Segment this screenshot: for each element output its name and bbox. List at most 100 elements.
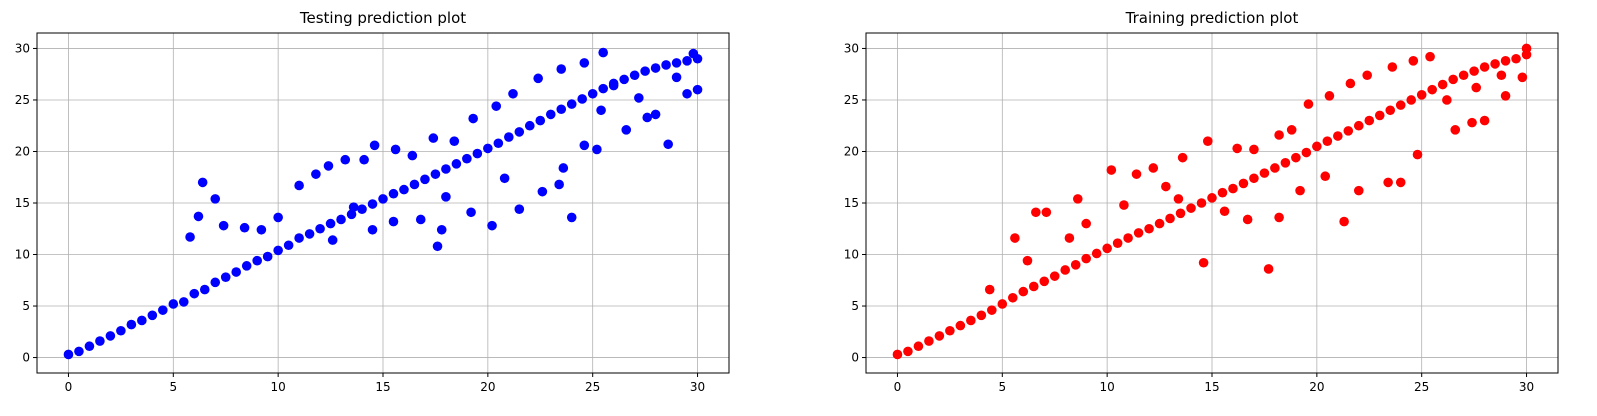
data-point bbox=[1010, 233, 1020, 243]
data-point bbox=[1324, 91, 1335, 101]
data-point bbox=[493, 138, 504, 149]
data-point bbox=[441, 192, 451, 202]
data-point bbox=[1091, 248, 1102, 259]
data-point bbox=[1106, 165, 1117, 175]
data-point bbox=[1177, 152, 1188, 163]
data-point bbox=[1479, 62, 1490, 72]
data-point bbox=[231, 267, 242, 277]
y-tick-label: 5 bbox=[22, 299, 30, 313]
data-point bbox=[147, 310, 158, 321]
y-tick-label: 0 bbox=[851, 351, 859, 365]
data-point bbox=[436, 224, 447, 235]
y-tick-label: 20 bbox=[15, 144, 30, 158]
data-point bbox=[1274, 212, 1284, 223]
data-point bbox=[252, 255, 262, 266]
y-tick-label: 30 bbox=[844, 41, 859, 55]
data-point bbox=[1339, 216, 1349, 227]
data-point bbox=[1343, 126, 1354, 136]
data-point bbox=[545, 109, 556, 120]
x-tick-label: 5 bbox=[998, 380, 1006, 394]
data-point bbox=[1479, 115, 1490, 126]
data-point bbox=[650, 63, 661, 73]
data-point bbox=[1007, 292, 1018, 303]
data-point bbox=[924, 336, 934, 346]
data-point bbox=[1186, 203, 1196, 213]
data-point bbox=[913, 341, 924, 352]
x-tick-label: 5 bbox=[169, 380, 177, 394]
testing-prediction-plot: Testing prediction plot 0 5 10 15 20 25 30 0 5 10… bbox=[15, 9, 730, 394]
data-point bbox=[1081, 253, 1091, 264]
x-tick-label: 30 bbox=[1519, 380, 1534, 394]
data-point bbox=[323, 161, 334, 171]
data-point bbox=[934, 331, 945, 341]
x-tick-label: 25 bbox=[585, 380, 600, 394]
data-point bbox=[466, 207, 476, 218]
data-point bbox=[903, 346, 913, 357]
data-point bbox=[1018, 286, 1029, 297]
chart-title: Training prediction plot bbox=[1125, 9, 1299, 27]
data-point bbox=[84, 341, 95, 352]
data-point bbox=[508, 88, 518, 99]
data-point bbox=[407, 150, 418, 161]
data-point bbox=[336, 214, 346, 225]
x-tick-label: 25 bbox=[1414, 380, 1429, 394]
data-point bbox=[558, 163, 569, 173]
data-point bbox=[1448, 74, 1458, 85]
x-tick-label: 30 bbox=[690, 380, 705, 394]
data-point bbox=[168, 299, 179, 309]
data-point bbox=[1133, 228, 1144, 238]
data-point bbox=[1270, 163, 1280, 173]
y-tick-label: 10 bbox=[844, 248, 859, 262]
data-point bbox=[199, 284, 210, 295]
data-point bbox=[556, 64, 567, 74]
y-tick-label: 5 bbox=[851, 299, 859, 313]
data-point bbox=[218, 220, 229, 231]
data-point bbox=[390, 144, 401, 155]
data-point bbox=[340, 154, 351, 165]
data-point bbox=[1198, 257, 1209, 268]
data-point bbox=[976, 310, 987, 321]
data-point bbox=[661, 60, 671, 70]
data-point bbox=[1228, 183, 1238, 194]
data-point bbox=[592, 144, 602, 155]
data-point bbox=[210, 277, 221, 288]
data-point bbox=[1471, 82, 1482, 93]
data-point bbox=[629, 70, 640, 81]
data-point bbox=[1041, 207, 1052, 218]
data-point bbox=[1500, 56, 1511, 66]
x-tick-label: 10 bbox=[1100, 380, 1115, 394]
data-point bbox=[1219, 206, 1230, 217]
data-point bbox=[598, 47, 608, 58]
data-point bbox=[1467, 117, 1477, 128]
data-point bbox=[1303, 99, 1314, 109]
data-point bbox=[1425, 51, 1435, 62]
data-point bbox=[1072, 194, 1083, 204]
data-point bbox=[468, 113, 478, 124]
data-point bbox=[1383, 177, 1393, 188]
data-point bbox=[193, 211, 204, 222]
data-point bbox=[273, 245, 283, 256]
data-point bbox=[137, 315, 147, 326]
data-point bbox=[189, 288, 200, 299]
data-point bbox=[1175, 208, 1186, 219]
data-point bbox=[283, 240, 294, 251]
data-point bbox=[1416, 90, 1427, 100]
data-point bbox=[1263, 264, 1274, 274]
data-point bbox=[1165, 213, 1175, 224]
data-point bbox=[210, 194, 221, 204]
data-point bbox=[1259, 168, 1270, 178]
data-point bbox=[1364, 115, 1375, 126]
data-point bbox=[451, 159, 462, 169]
data-point bbox=[524, 120, 535, 131]
data-point bbox=[1295, 185, 1305, 196]
scatter-points bbox=[63, 47, 703, 360]
data-point bbox=[369, 140, 380, 151]
data-point bbox=[1238, 178, 1249, 189]
data-point bbox=[579, 140, 590, 151]
data-point bbox=[304, 229, 315, 239]
data-point bbox=[256, 224, 267, 235]
data-point bbox=[430, 169, 441, 179]
data-point bbox=[955, 320, 966, 331]
data-point bbox=[1102, 243, 1112, 254]
data-point bbox=[359, 154, 369, 165]
